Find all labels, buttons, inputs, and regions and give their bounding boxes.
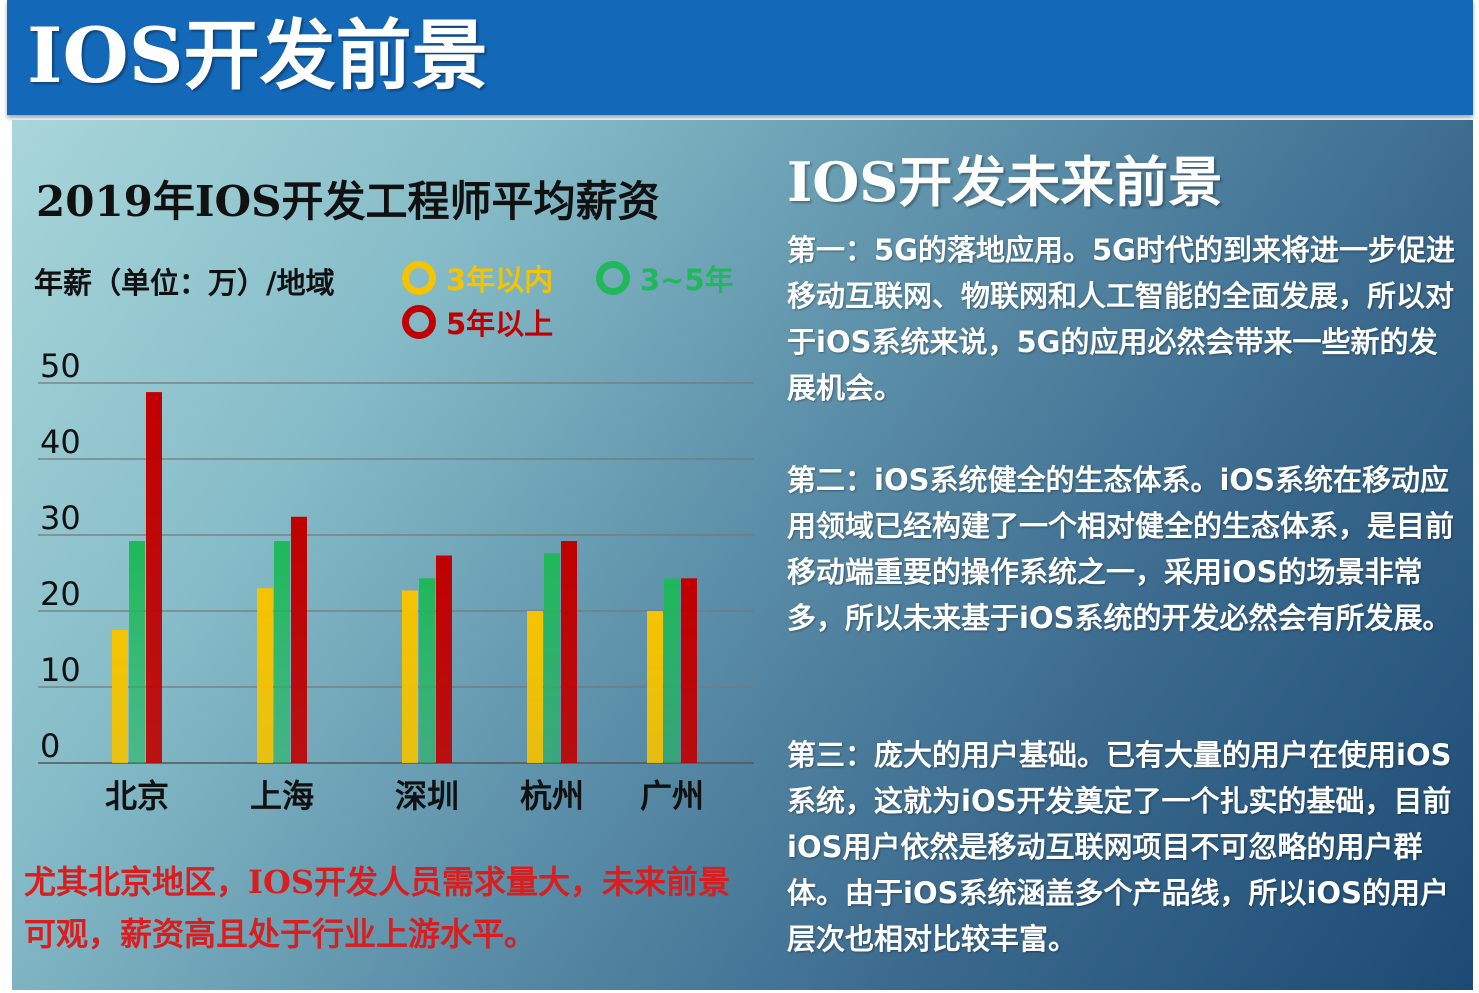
legend-label: 3年以内 <box>446 263 554 297</box>
legend-ring-icon <box>402 305 436 339</box>
bar <box>527 611 543 763</box>
x-tick-label: 深圳 <box>395 777 459 815</box>
bar <box>291 516 307 763</box>
bar-chart: 0 10 20 30 40 50 北京 上海 深圳 杭州 广州 <box>38 347 754 815</box>
chart-title: 2019年IOS开发工程师平均薪资 <box>36 177 660 226</box>
bar <box>129 541 145 763</box>
paragraph-5g: 第一：5G的落地应用。5G时代的到来将进一步促进移动互联网、物联网和人工智能的全… <box>787 233 1455 405</box>
bar <box>561 541 577 763</box>
paragraph-ecosystem: 第二：iOS系统健全的生态体系。iOS系统在移动应用领域已经构建了一个相对健全的… <box>787 463 1455 635</box>
legend-item-under-3-years: 3年以内 <box>402 257 553 299</box>
future-prospects-title: IOS开发未来前景 <box>787 150 1223 214</box>
bar <box>402 590 418 763</box>
bar <box>419 578 435 763</box>
bar <box>681 578 697 763</box>
bar <box>112 630 128 763</box>
bar <box>274 541 290 763</box>
header-bar: IOS开发前景 <box>7 0 1473 115</box>
legend-ring-icon <box>402 261 436 295</box>
legend-label: 3~5年 <box>640 263 734 297</box>
x-tick-label: 北京 <box>105 777 169 815</box>
bar <box>257 588 273 763</box>
bar <box>436 555 452 763</box>
x-tick-label: 上海 <box>250 777 314 815</box>
paragraph-user-base: 第三：庞大的用户基础。已有大量的用户在使用iOS系统，这就为iOS开发奠定了一个… <box>787 738 1452 956</box>
page-title: IOS开发前景 <box>27 11 488 100</box>
content-panel: 2019年IOS开发工程师平均薪资 年薪（单位：万）/地域 3年以内 3~5年 … <box>12 120 1473 990</box>
y-tick-label: 20 <box>40 575 81 613</box>
legend-label: 5年以上 <box>446 307 554 341</box>
x-tick-label: 杭州 <box>520 777 584 815</box>
bar <box>146 392 162 763</box>
x-tick-label: 广州 <box>640 777 704 815</box>
y-tick-label: 30 <box>40 499 81 537</box>
y-tick-label: 10 <box>40 651 81 689</box>
bar <box>664 578 680 763</box>
y-tick-label: 0 <box>40 727 60 765</box>
legend-item-over-5-years: 5年以上 <box>402 301 553 343</box>
chart-note: 尤其北京地区，IOS开发人员需求量大，未来前景可观，薪资高且处于行业上游水平。 <box>24 863 730 953</box>
legend-ring-icon <box>596 261 630 295</box>
y-axis-caption: 年薪（单位：万）/地域 <box>34 266 335 300</box>
y-tick-label: 40 <box>40 423 81 461</box>
y-tick-label: 50 <box>40 347 81 385</box>
bar <box>647 611 663 763</box>
legend-item-3-to-5-years: 3~5年 <box>596 257 734 299</box>
bar <box>544 553 560 763</box>
